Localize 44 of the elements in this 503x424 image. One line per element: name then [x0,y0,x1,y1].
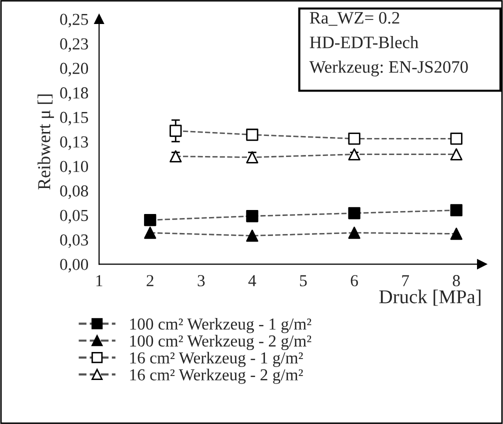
point [246,151,258,164]
x-tick-label: 7 [402,275,410,286]
y-tick-label: 0,15 [60,112,88,126]
y-tick-label: 0,13 [60,136,88,150]
x-tick-label: 1 [96,275,102,286]
y-axis-title: Reibwert μ [] [38,94,54,190]
y-tick-label: 0,25 [60,14,88,28]
point [450,148,462,160]
x-tick-label: 3 [198,275,205,286]
x-tick-label: 4 [248,275,256,286]
point [348,132,360,145]
annotation: Werkzeug: EN-JS2070 [309,60,468,76]
y-tick-label: 0,20 [60,62,88,76]
point [246,210,258,222]
y-tick-label: 0,23 [60,38,88,52]
x-tick-label: 5 [300,275,307,286]
point [246,128,258,141]
point [450,228,462,240]
y-tick-label: 0,03 [60,234,88,248]
y-tick-label: 0,10 [60,160,88,174]
y-tick-label: 0,00 [60,258,88,272]
legend-label: 100 cm² Werkzeug - 2 g/m² [130,334,312,350]
point [170,124,182,137]
y-tick-label: 0,05 [60,210,88,224]
x-tick-label: 2 [146,275,154,286]
point [144,226,156,239]
annotation: HD-EDT-Blech [310,36,418,48]
point [348,207,360,220]
x-tick-label: 8 [452,275,460,286]
legend-label: 100 cm² Werkzeug - 1 g/m² [130,318,312,334]
y-tick-label: 0,08 [60,185,88,199]
y-tick-label: 0,18 [60,87,88,101]
point [246,230,258,242]
x-tick-label: 6 [350,275,358,286]
legend-label: 16 cm² Werkzeug - 2 g/m² [130,368,303,384]
point [450,132,462,145]
legend-label: 16 cm² Werkzeug - 1 g/m² [130,352,303,367]
point [348,226,360,239]
point [144,214,156,226]
point [348,148,360,160]
point [450,204,462,216]
x-axis-title: Druck [MPa] [379,290,480,306]
point [170,150,182,162]
annotation: Ra_WZ= 0.2 [310,12,400,26]
